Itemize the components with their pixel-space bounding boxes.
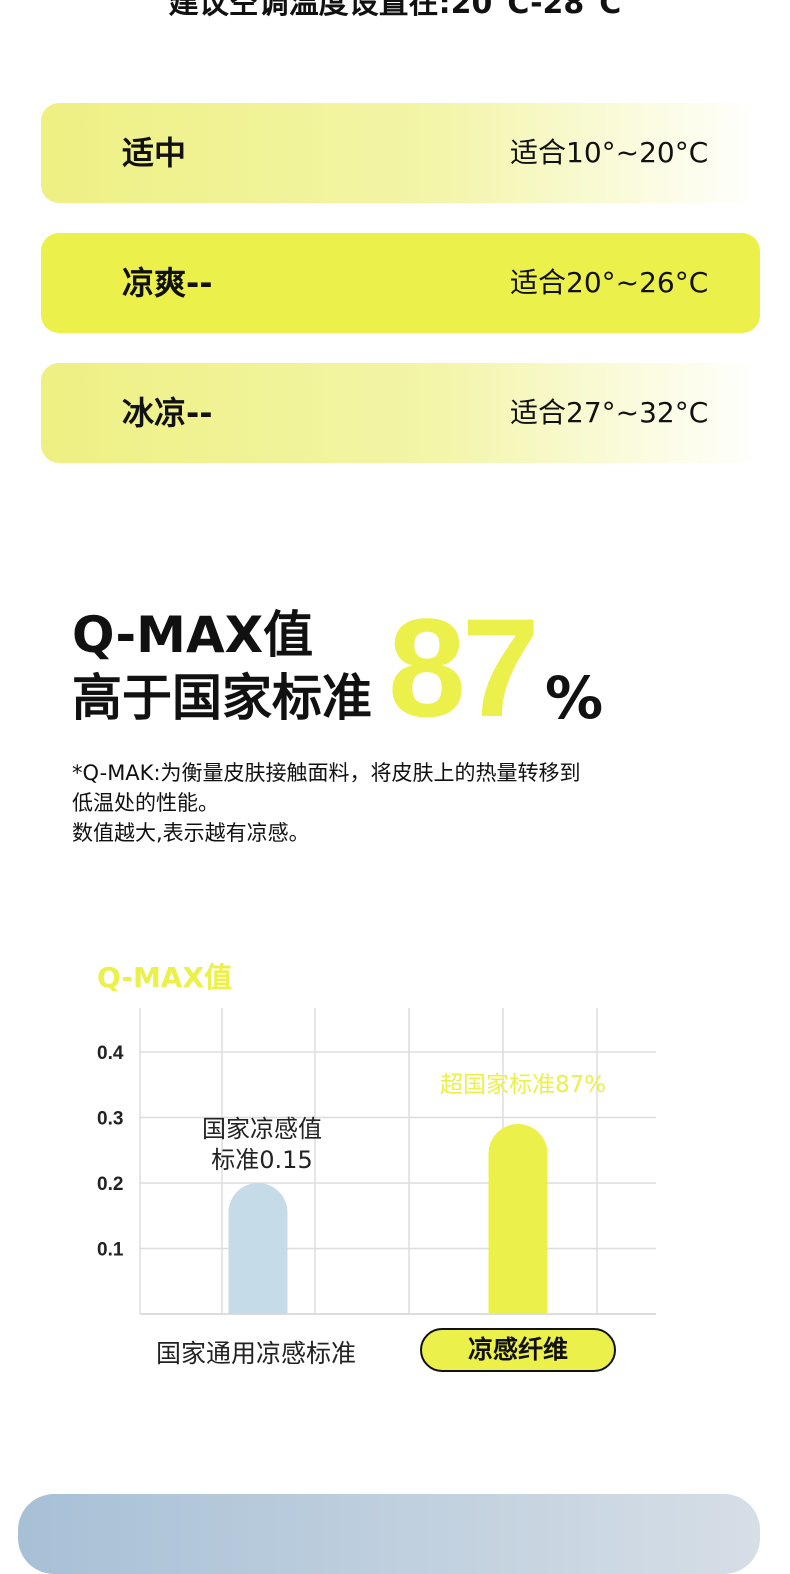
headline-line2: 高于国家标准 (72, 669, 372, 727)
category-label-fiber: 凉感纤维 (420, 1328, 616, 1372)
card-name: 冰凉-- (122, 394, 213, 432)
card-range: 适合10°~20°C (510, 136, 709, 169)
bar-annotation: 超国家标准87% (440, 1072, 606, 1098)
temperature-tip: 建议空调温度设置在:20°C-28°C (168, 0, 622, 21)
card-range: 适合27°~32°C (510, 396, 709, 429)
card-cool: 凉爽-- 适合20°~26°C (41, 233, 760, 333)
y-tick-label: 0.2 (97, 1174, 123, 1195)
note-line: 数值越大,表示越有凉感。 (72, 821, 310, 845)
y-tick-label: 0.4 (97, 1043, 124, 1064)
chart-title: Q-MAX值 (97, 961, 233, 994)
headline-number: 87 (388, 589, 540, 746)
headline-line1: Q-MAX值 (72, 606, 314, 664)
card-moderate: 适中 适合10°~20°C (41, 103, 760, 203)
next-section-banner (18, 1494, 760, 1574)
bar-1 (228, 1183, 288, 1314)
headline-unit: % (545, 664, 604, 732)
card-name: 适中 (122, 134, 187, 172)
bar-annotation: 国家凉感值 (202, 1115, 322, 1143)
note-line: *Q-MAK:为衡量皮肤接触面料，将皮肤上的热量转移到 (72, 761, 581, 785)
bar-annotation: 标准0.15 (211, 1146, 312, 1174)
note-line: 低温处的性能。 (72, 791, 219, 815)
category-label-standard: 国家通用凉感标准 (156, 1339, 357, 1368)
card-name: 凉爽-- (122, 264, 213, 302)
y-tick-label: 0.1 (97, 1240, 124, 1261)
bar-2 (488, 1124, 548, 1314)
card-range: 适合20°~26°C (510, 266, 709, 299)
y-tick-label: 0.3 (97, 1109, 123, 1130)
card-icy: 冰凉-- 适合27°~32°C (41, 363, 760, 463)
